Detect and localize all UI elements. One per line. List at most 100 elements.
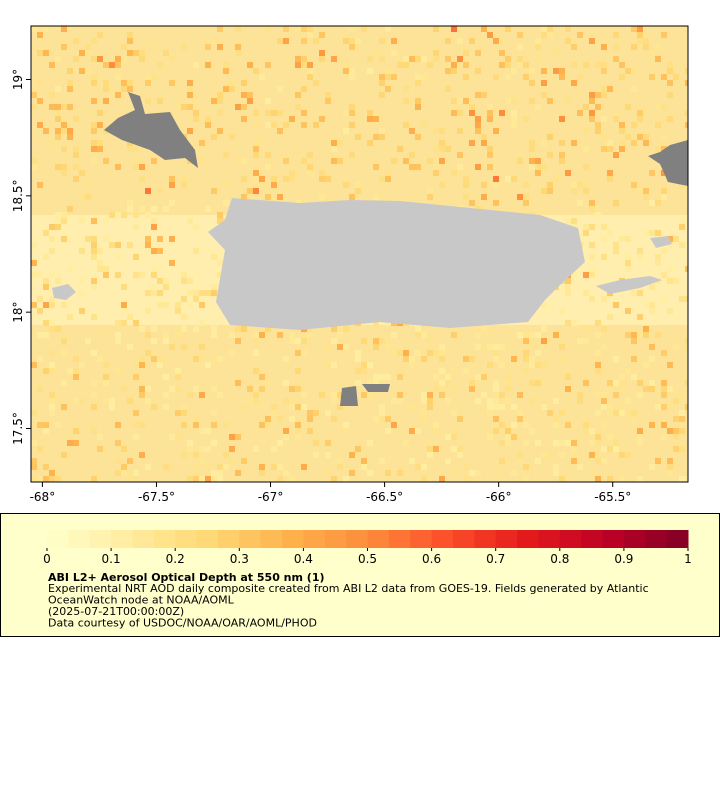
aod-cell bbox=[103, 374, 109, 380]
aod-cell bbox=[169, 182, 175, 188]
aod-cell bbox=[655, 104, 661, 110]
aod-cell bbox=[253, 350, 259, 356]
aod-cell bbox=[445, 68, 451, 74]
aod-cell bbox=[445, 38, 451, 44]
aod-cell bbox=[73, 116, 79, 122]
land bbox=[208, 198, 585, 330]
aod-cell bbox=[31, 410, 37, 416]
aod-cell bbox=[223, 86, 229, 92]
aod-cell bbox=[337, 332, 343, 338]
aod-cell bbox=[649, 50, 655, 56]
colorbar-step bbox=[175, 530, 198, 548]
aod-cell bbox=[661, 32, 667, 38]
aod-cell bbox=[619, 374, 625, 380]
aod-cell bbox=[631, 44, 637, 50]
aod-cell bbox=[55, 110, 61, 116]
aod-cell bbox=[187, 302, 193, 308]
x-tick-label: -65.5° bbox=[594, 490, 631, 504]
aod-cell bbox=[649, 344, 655, 350]
aod-cell bbox=[445, 374, 451, 380]
aod-cell bbox=[49, 224, 55, 230]
aod-cell bbox=[31, 440, 37, 446]
aod-cell bbox=[271, 176, 277, 182]
aod-cell bbox=[487, 332, 493, 338]
aod-cell bbox=[643, 386, 649, 392]
aod-cell bbox=[619, 476, 625, 482]
aod-cell bbox=[301, 464, 307, 470]
aod-cell bbox=[85, 338, 91, 344]
aod-cell bbox=[265, 416, 271, 422]
aod-cell bbox=[439, 140, 445, 146]
aod-cell bbox=[43, 278, 49, 284]
aod-cell bbox=[601, 116, 607, 122]
aod-cell bbox=[619, 140, 625, 146]
aod-cell bbox=[307, 428, 313, 434]
aod-cell bbox=[601, 458, 607, 464]
aod-cell bbox=[139, 392, 145, 398]
aod-cell bbox=[151, 248, 157, 254]
aod-cell bbox=[409, 362, 415, 368]
aod-cell bbox=[601, 392, 607, 398]
aod-cell bbox=[673, 428, 679, 434]
aod-cell bbox=[661, 146, 667, 152]
aod-cell bbox=[439, 476, 445, 482]
aod-cell bbox=[97, 356, 103, 362]
aod-cell bbox=[103, 158, 109, 164]
aod-cell bbox=[151, 206, 157, 212]
aod-cell bbox=[157, 278, 163, 284]
aod-cell bbox=[295, 422, 301, 428]
aod-cell bbox=[409, 404, 415, 410]
aod-cell bbox=[433, 164, 439, 170]
aod-cell bbox=[601, 404, 607, 410]
aod-cell bbox=[349, 470, 355, 476]
aod-cell bbox=[151, 158, 157, 164]
aod-cell bbox=[391, 398, 397, 404]
aod-cell bbox=[499, 26, 505, 32]
aod-cell bbox=[451, 368, 457, 374]
aod-cell bbox=[253, 368, 259, 374]
aod-cell bbox=[493, 416, 499, 422]
aod-cell bbox=[367, 440, 373, 446]
aod-cell bbox=[331, 338, 337, 344]
aod-cell bbox=[487, 362, 493, 368]
aod-cell bbox=[91, 428, 97, 434]
aod-cell bbox=[589, 266, 595, 272]
aod-cell bbox=[487, 152, 493, 158]
aod-cell bbox=[463, 74, 469, 80]
aod-cell bbox=[133, 362, 139, 368]
aod-cell bbox=[487, 146, 493, 152]
aod-cell bbox=[643, 38, 649, 44]
aod-cell bbox=[583, 128, 589, 134]
aod-cell bbox=[409, 128, 415, 134]
aod-cell bbox=[661, 380, 667, 386]
aod-cell bbox=[625, 410, 631, 416]
aod-cell bbox=[337, 458, 343, 464]
aod-cell bbox=[481, 194, 487, 200]
aod-cell bbox=[391, 74, 397, 80]
aod-cell bbox=[391, 158, 397, 164]
aod-cell bbox=[535, 104, 541, 110]
aod-cell bbox=[91, 314, 97, 320]
aod-cell bbox=[565, 290, 571, 296]
aod-cell bbox=[67, 86, 73, 92]
aod-cell bbox=[673, 278, 679, 284]
aod-cell bbox=[49, 272, 55, 278]
aod-cell bbox=[571, 452, 577, 458]
aod-cell bbox=[577, 392, 583, 398]
aod-cell bbox=[613, 32, 619, 38]
aod-cell bbox=[121, 302, 127, 308]
aod-cell bbox=[565, 320, 571, 326]
aod-cell bbox=[145, 386, 151, 392]
aod-cell bbox=[469, 140, 475, 146]
aod-cell bbox=[157, 188, 163, 194]
aod-cell bbox=[73, 164, 79, 170]
aod-cell bbox=[151, 284, 157, 290]
aod-cell bbox=[589, 452, 595, 458]
aod-cell bbox=[535, 440, 541, 446]
aod-cell bbox=[361, 368, 367, 374]
map bbox=[31, 26, 688, 482]
legend-description: Experimental NRT AOD daily composite cre… bbox=[48, 582, 649, 595]
aod-cell bbox=[169, 386, 175, 392]
aod-cell bbox=[103, 398, 109, 404]
aod-cell bbox=[379, 74, 385, 80]
